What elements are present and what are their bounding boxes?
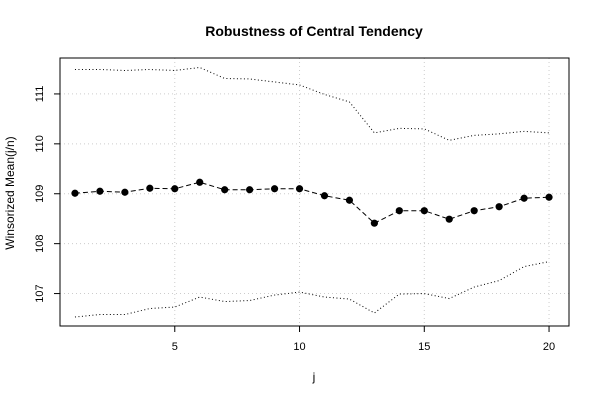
y-tick-label: 109	[34, 185, 46, 203]
series-line	[74, 66, 550, 141]
data-point	[320, 192, 329, 200]
data-point	[545, 193, 553, 201]
data-point	[470, 207, 478, 215]
data-point	[146, 184, 154, 192]
data-point	[71, 189, 79, 197]
x-tick-label: 5	[172, 341, 178, 353]
data-point	[420, 207, 428, 215]
series-upper-bound	[74, 66, 550, 141]
data-point	[96, 187, 104, 195]
data-point	[121, 188, 129, 196]
y-tick-label: 111	[34, 86, 46, 103]
series-lower-bound	[74, 261, 550, 318]
data-point	[395, 207, 403, 215]
axis-ticks: 5 10 15 20 107 108 109 110 111	[34, 86, 555, 353]
plot-frame	[59, 57, 570, 327]
data-point	[495, 203, 503, 211]
series-winsorized-mean	[71, 178, 553, 227]
y-tick-label: 110	[34, 135, 46, 153]
y-tick-label: 108	[34, 234, 46, 252]
series-line	[74, 261, 550, 318]
grid	[60, 58, 569, 326]
data-point	[345, 196, 354, 204]
y-axis-label: Winsorized Mean(j/n)	[3, 136, 17, 249]
data-point	[246, 186, 254, 194]
data-point	[221, 186, 229, 194]
x-axis-label: j	[312, 370, 316, 384]
data-point	[196, 178, 204, 186]
data-point	[445, 215, 453, 223]
x-tick-label: 10	[293, 341, 305, 353]
data-point	[171, 185, 179, 193]
x-tick-label: 20	[543, 341, 555, 353]
data-point	[270, 185, 279, 193]
series-line	[74, 181, 550, 224]
data-point	[370, 219, 378, 227]
series-group	[71, 66, 553, 318]
chart-title: Robustness of Central Tendency	[205, 23, 423, 39]
y-tick-label: 107	[34, 284, 46, 302]
data-point	[295, 185, 304, 193]
x-tick-label: 15	[418, 341, 430, 353]
data-point	[520, 194, 528, 202]
